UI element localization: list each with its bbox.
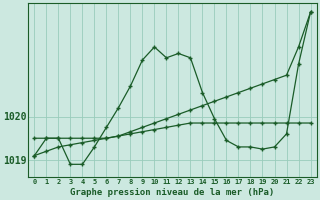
X-axis label: Graphe pression niveau de la mer (hPa): Graphe pression niveau de la mer (hPa) xyxy=(70,188,275,197)
